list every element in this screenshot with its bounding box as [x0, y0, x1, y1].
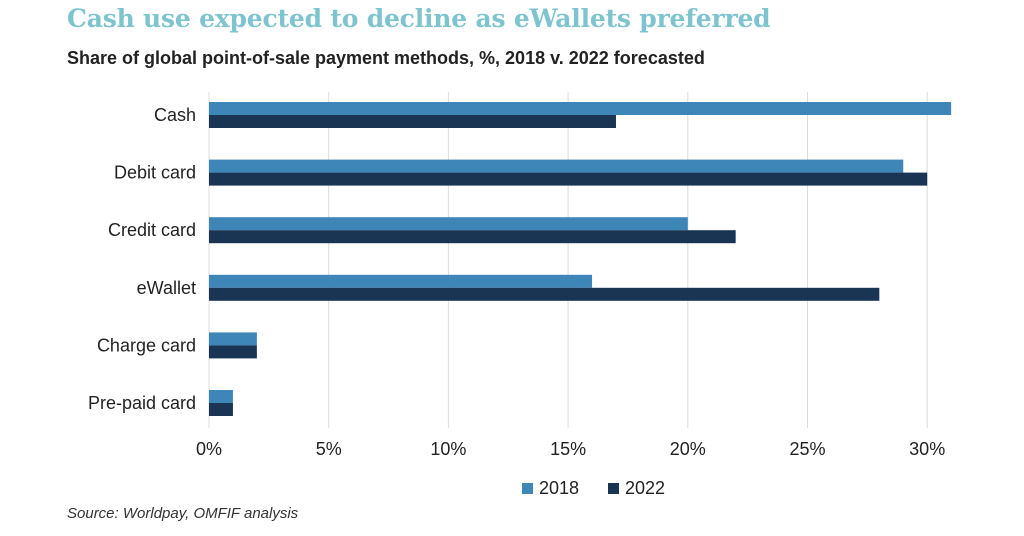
legend-swatch [522, 483, 533, 494]
bar-2018-debit-card [209, 159, 904, 173]
bar-2022-pre-paid-card [209, 403, 233, 416]
bar-2022-debit-card [209, 172, 928, 186]
x-tick-label: 15% [550, 439, 586, 459]
gridlines [208, 92, 928, 428]
bar-2018-pre-paid-card [209, 390, 233, 403]
category-label: eWallet [137, 278, 196, 298]
legend-swatch [608, 483, 619, 494]
x-tick-label: 30% [909, 439, 945, 459]
bar-2022-ewallet [209, 287, 880, 301]
bar-2022-charge-card [209, 345, 257, 359]
category-label: Charge card [97, 335, 196, 355]
chart-title: Cash use expected to decline as eWallets… [67, 4, 771, 33]
bars [209, 102, 952, 416]
category-label: Cash [154, 105, 196, 125]
legend-label: 2018 [539, 478, 579, 498]
category-label: Pre-paid card [88, 393, 196, 413]
x-tick-label: 20% [670, 439, 706, 459]
x-tick-label: 25% [789, 439, 825, 459]
x-tick-label: 10% [430, 439, 466, 459]
bar-2022-credit-card [209, 230, 736, 244]
category-label: Debit card [114, 163, 196, 183]
legend: 2018 2022 [522, 478, 665, 498]
legend-label: 2022 [625, 478, 665, 498]
x-tick-label: 0% [196, 439, 222, 459]
category-labels: Cash Debit card Credit card eWallet Charge c… [88, 105, 196, 413]
bar-2018-credit-card [209, 217, 688, 231]
chart-subtitle: Share of global point-of-sale payment me… [67, 48, 705, 68]
bar-2018-ewallet [209, 274, 593, 288]
x-tick-label: 5% [316, 439, 342, 459]
x-axis-ticks: 0% 5% 10% 15% 20% 25% 30% [196, 439, 945, 459]
source-note: Source: Worldpay, OMFIF analysis [67, 505, 299, 522]
bar-2018-cash [209, 102, 952, 115]
bar-2022-cash [209, 115, 616, 128]
bar-2018-charge-card [209, 332, 257, 346]
category-label: Credit card [108, 220, 196, 240]
